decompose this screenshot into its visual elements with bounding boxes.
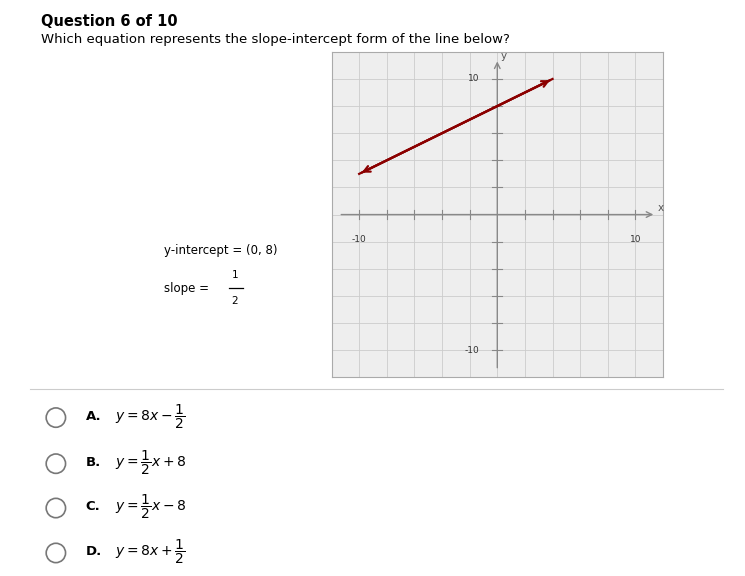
Text: C.: C.	[86, 501, 101, 513]
Text: 1: 1	[232, 270, 238, 281]
Text: $y = \dfrac{1}{2}x-8$: $y = \dfrac{1}{2}x-8$	[115, 492, 187, 521]
Text: y: y	[501, 51, 507, 61]
Text: slope =: slope =	[164, 282, 212, 294]
Text: y-intercept = (0, 8): y-intercept = (0, 8)	[164, 244, 277, 257]
Text: x: x	[657, 203, 663, 213]
Text: B.: B.	[86, 456, 101, 469]
Text: A.: A.	[86, 410, 101, 423]
Text: Question 6 of 10: Question 6 of 10	[41, 14, 177, 29]
Text: 10: 10	[468, 74, 479, 84]
Text: -10: -10	[465, 346, 479, 355]
Text: 2: 2	[232, 295, 238, 306]
Text: -10: -10	[352, 235, 367, 244]
Text: D.: D.	[86, 545, 102, 558]
Text: $y = 8x-\dfrac{1}{2}$: $y = 8x-\dfrac{1}{2}$	[115, 402, 186, 431]
Text: 10: 10	[630, 235, 641, 244]
Text: $y = 8x+\dfrac{1}{2}$: $y = 8x+\dfrac{1}{2}$	[115, 537, 186, 566]
Text: $y = \dfrac{1}{2}x+8$: $y = \dfrac{1}{2}x+8$	[115, 448, 187, 477]
Text: Which equation represents the slope-intercept form of the line below?: Which equation represents the slope-inte…	[41, 33, 510, 47]
